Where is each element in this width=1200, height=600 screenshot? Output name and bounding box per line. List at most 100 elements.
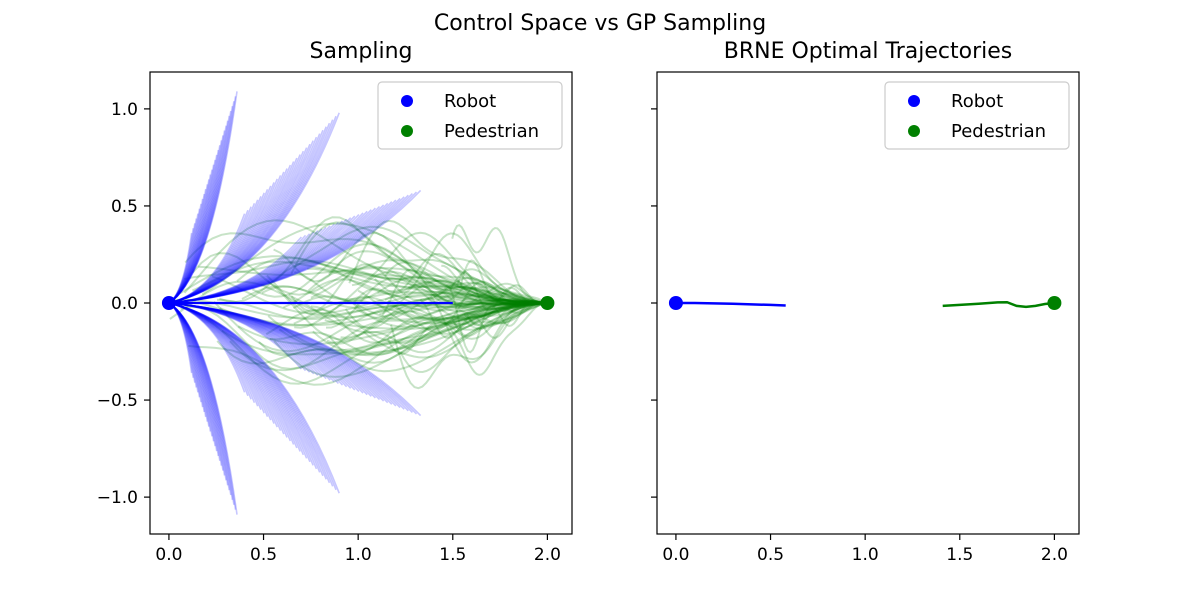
robot-sample-path — [168, 302, 311, 373]
pedestrian-sample-path — [456, 271, 548, 312]
robot-sample-path — [168, 169, 213, 304]
robot-sample-path — [168, 302, 249, 397]
robot-sample-path — [168, 110, 232, 304]
robot-sample-path — [168, 231, 315, 304]
pedestrian-sample-path — [464, 302, 548, 330]
robot-sample-path — [168, 204, 385, 304]
robot-sample-path — [168, 302, 282, 431]
robot-sample-path — [168, 302, 288, 438]
brne-legend-robot-marker — [908, 95, 920, 107]
robot-sample-path — [168, 302, 221, 461]
pedestrian-sample-path — [451, 223, 548, 304]
pedestrian-sample-path — [374, 253, 548, 304]
robot-sample-path — [168, 154, 218, 304]
robot-sample-path — [168, 217, 352, 304]
robot-sample-path — [168, 150, 305, 304]
robot-sample-path — [168, 122, 331, 304]
robot-sample-path — [168, 205, 381, 304]
pedestrian-sample-path — [399, 302, 548, 374]
pedestrian-sample-path — [282, 278, 548, 309]
pedestrian-sample-path — [199, 301, 548, 327]
robot-sample-path — [168, 302, 335, 383]
sampling-ytick-label: −0.5 — [97, 391, 138, 411]
robot-sample-path — [168, 302, 372, 397]
pedestrian-sample-path — [455, 292, 548, 308]
robot-sample-path — [168, 302, 422, 417]
pedestrian-sample-path — [241, 285, 548, 305]
figure-suptitle: Control Space vs GP Sampling — [434, 11, 766, 36]
robot-sample-path — [168, 203, 256, 304]
robot-sample-path — [168, 302, 409, 412]
pedestrian-sample-path — [183, 219, 548, 304]
pedestrian-sample-path — [260, 216, 548, 304]
pedestrian-sample-path — [290, 221, 548, 304]
pedestrian-sample-path — [310, 301, 548, 344]
robot-sample-path — [168, 233, 311, 304]
pedestrian-sample-path — [188, 302, 548, 386]
pedestrian-sample-path — [273, 231, 548, 305]
sampling-legend-pedestrian-marker — [401, 125, 413, 137]
robot-sample-path — [168, 302, 376, 399]
robot-sample-path — [168, 101, 235, 304]
robot-sample-path — [168, 302, 224, 471]
axes-sampling: Sampling 0.0 0.5 1.0 1.5 2.0 −1.0 −0.5 0.0 0.5 1.… — [97, 39, 573, 565]
robot-sample-path — [168, 302, 216, 447]
robot-sample-path — [168, 302, 234, 501]
pedestrian-sample-path — [326, 301, 548, 345]
pedestrian-sample-path — [221, 302, 548, 356]
robot-sample-path — [168, 179, 210, 304]
sampling-xtick-label: 1.5 — [439, 545, 466, 565]
pedestrian-sample-path — [307, 267, 548, 304]
robot-sample-path — [168, 147, 308, 304]
robot-sample-path — [168, 171, 285, 304]
robot-sample-path — [168, 164, 292, 304]
axes-brne: BRNE Optimal Trajectories 0.0 0.5 1.0 1.5 2.… — [651, 39, 1080, 565]
pedestrian-sample-path — [438, 291, 548, 308]
brne-xtick-label: 2.0 — [1041, 545, 1068, 565]
brne-xtick-label: 1.5 — [946, 545, 973, 565]
pedestrian-sample-path — [458, 302, 548, 317]
brne-xtick-label: 0.0 — [662, 545, 689, 565]
brne-legend: Robot Pedestrian — [884, 81, 1070, 150]
robot-sample-path — [168, 192, 265, 304]
pedestrian-sample-path — [216, 298, 548, 321]
robot-sample-path — [168, 302, 307, 372]
robot-sample-path — [168, 302, 314, 466]
pedestrian-sample-path — [310, 259, 548, 304]
robot-sample-path — [168, 302, 397, 407]
robot-sample-path — [168, 210, 368, 304]
robot-sample-path — [168, 125, 227, 304]
robot-sample-path — [168, 302, 213, 437]
robot-sample-path — [168, 178, 278, 304]
robot-sample-path — [168, 236, 303, 304]
pedestrian-sample-path — [198, 265, 548, 304]
robot-sample-path — [168, 302, 356, 391]
robot-sample-path — [168, 302, 285, 435]
robot-sample-path — [168, 221, 339, 304]
pedestrian-sample-path — [443, 285, 548, 354]
robot-sample-path — [168, 302, 210, 427]
pedestrian-sample-path — [381, 268, 548, 317]
robot-sample-path — [168, 209, 372, 304]
robot-sample-path — [168, 302, 327, 480]
robot-sample-path — [168, 302, 229, 486]
pedestrian-sample-path — [407, 283, 548, 308]
pedestrian-sample-path — [377, 291, 548, 312]
pedestrian-sample-path — [387, 300, 548, 335]
pedestrian-sample-path — [443, 280, 548, 326]
robot-sample-path — [168, 212, 364, 304]
pedestrian-optimal-trajectory — [942, 300, 1055, 309]
robot-sample-path — [168, 194, 409, 304]
pedestrian-sample-path — [229, 301, 548, 372]
pedestrian-sample-path — [236, 256, 548, 305]
robot-sample-path — [168, 302, 324, 477]
robot-sample-path — [168, 201, 393, 304]
robot-sample-path — [168, 159, 216, 304]
pedestrian-sample-path — [403, 232, 548, 304]
brne-xtick-label: 0.5 — [757, 545, 784, 565]
robot-sample-path — [168, 168, 288, 304]
robot-sample-path — [168, 234, 307, 304]
pedestrian-sample-path — [344, 302, 548, 330]
robot-sample-path — [168, 112, 340, 304]
robot-optimal-trajectory — [675, 301, 786, 307]
